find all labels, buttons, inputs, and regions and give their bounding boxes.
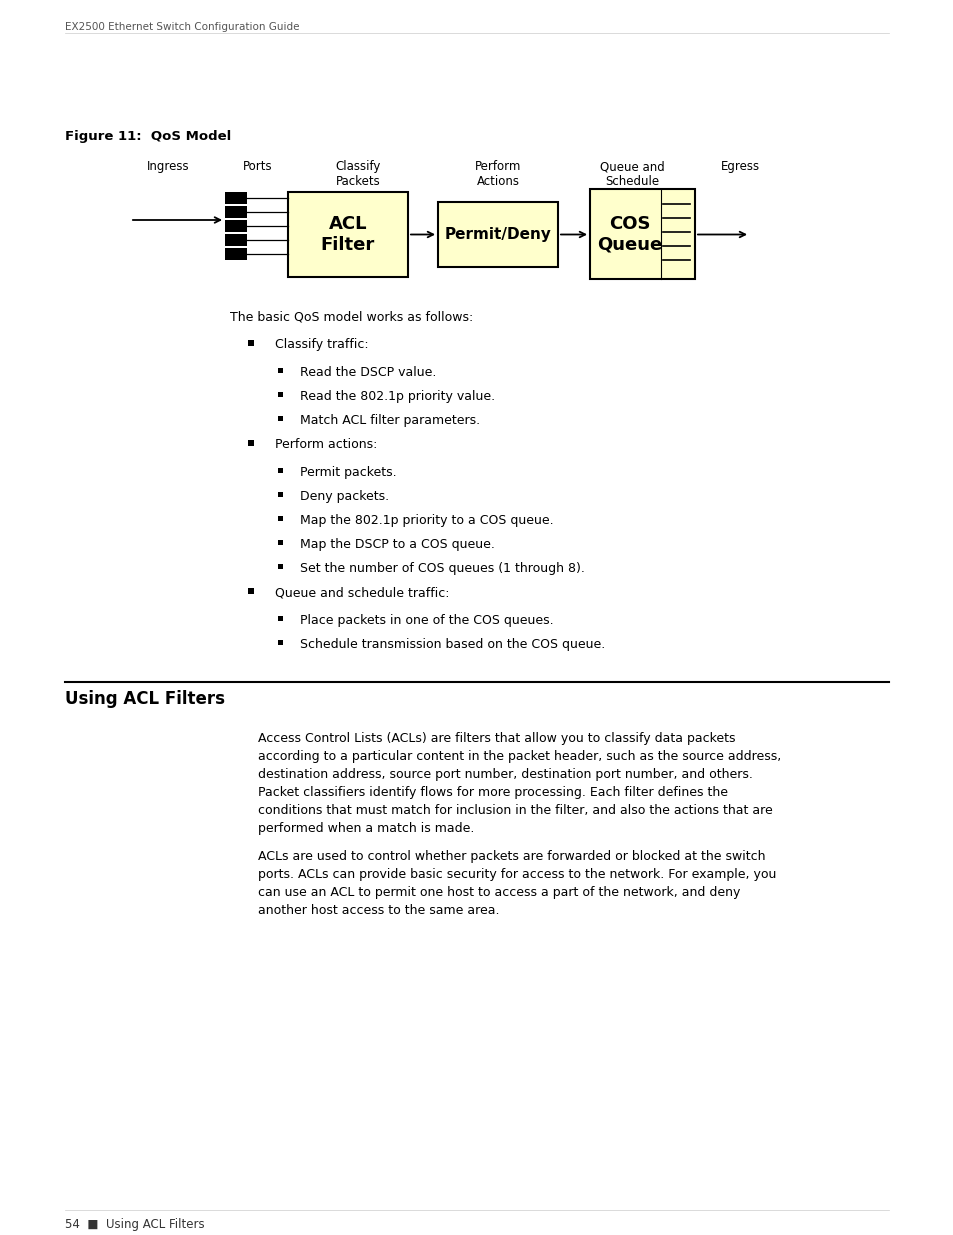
Bar [277, 564, 283, 569]
Bar [277, 391, 283, 396]
Bar [225, 220, 247, 232]
Text: Map the DSCP to a COS queue.: Map the DSCP to a COS queue. [299, 538, 495, 551]
Text: 54  ■  Using ACL Filters: 54 ■ Using ACL Filters [65, 1218, 204, 1231]
Text: Access Control Lists (ACLs) are filters that allow you to classify data packets
: Access Control Lists (ACLs) are filters … [257, 732, 781, 835]
Text: Using ACL Filters: Using ACL Filters [65, 690, 225, 708]
Bar [225, 206, 247, 219]
Text: The basic QoS model works as follows:: The basic QoS model works as follows: [230, 310, 473, 324]
Text: Classify
Packets: Classify Packets [335, 161, 380, 188]
Text: ACLs are used to control whether packets are forwarded or blocked at the switch
: ACLs are used to control whether packets… [257, 850, 776, 918]
Text: COS
Queue: COS Queue [597, 215, 661, 253]
Text: Perform
Actions: Perform Actions [475, 161, 520, 188]
Bar [248, 588, 253, 594]
Bar [248, 340, 253, 346]
Text: Place packets in one of the COS queues.: Place packets in one of the COS queues. [299, 614, 553, 627]
Bar [437, 203, 558, 267]
Text: Figure 11:  QoS Model: Figure 11: QoS Model [65, 130, 231, 143]
Text: Perform actions:: Perform actions: [274, 438, 377, 451]
Text: Schedule transmission based on the COS queue.: Schedule transmission based on the COS q… [299, 638, 604, 651]
Bar [225, 248, 247, 261]
Text: Match ACL filter parameters.: Match ACL filter parameters. [299, 414, 479, 427]
Text: Read the DSCP value.: Read the DSCP value. [299, 366, 436, 379]
Text: Ingress: Ingress [147, 161, 189, 173]
Bar [248, 440, 253, 446]
Text: Queue and
Schedule: Queue and Schedule [599, 161, 663, 188]
Bar [225, 191, 247, 204]
Text: Map the 802.1p priority to a COS queue.: Map the 802.1p priority to a COS queue. [299, 514, 553, 527]
Text: ACL
Filter: ACL Filter [320, 215, 375, 254]
Text: Egress: Egress [720, 161, 759, 173]
Text: Set the number of COS queues (1 through 8).: Set the number of COS queues (1 through … [299, 562, 584, 576]
Bar [225, 233, 247, 246]
Bar [277, 616, 283, 621]
Bar [277, 540, 283, 545]
Bar [277, 516, 283, 521]
Text: Permit packets.: Permit packets. [299, 466, 396, 479]
Text: Classify traffic:: Classify traffic: [274, 338, 368, 351]
Text: Read the 802.1p priority value.: Read the 802.1p priority value. [299, 390, 495, 403]
Bar [288, 191, 408, 277]
Bar [277, 640, 283, 645]
Bar [277, 416, 283, 421]
Text: Ports: Ports [243, 161, 273, 173]
Bar [277, 368, 283, 373]
Bar [277, 492, 283, 496]
Text: Queue and schedule traffic:: Queue and schedule traffic: [274, 585, 449, 599]
Bar [589, 189, 695, 279]
Text: EX2500 Ethernet Switch Configuration Guide: EX2500 Ethernet Switch Configuration Gui… [65, 22, 299, 32]
Text: Permit/Deny: Permit/Deny [444, 227, 551, 242]
Bar [277, 468, 283, 473]
Text: Deny packets.: Deny packets. [299, 490, 389, 503]
